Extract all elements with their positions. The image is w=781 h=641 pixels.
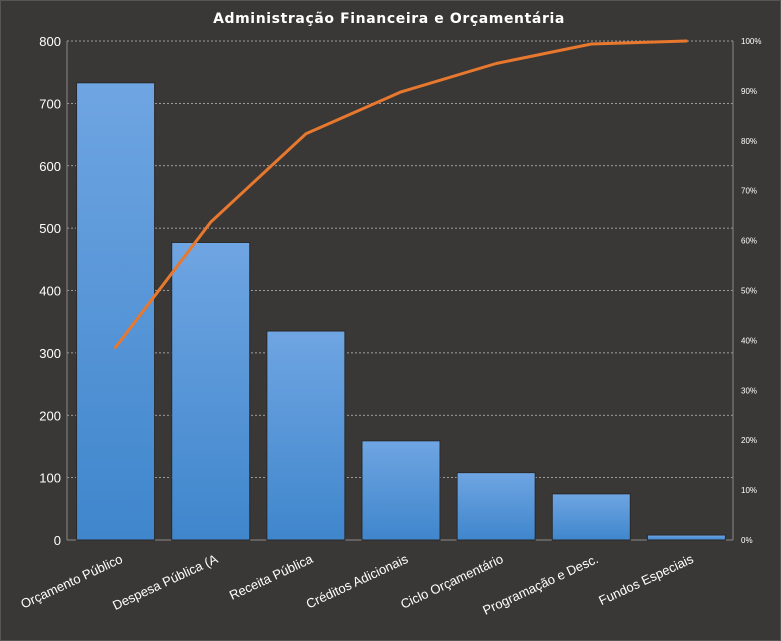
y2-tick-label: 90% xyxy=(741,87,757,96)
y2-tick-label: 100% xyxy=(741,37,761,46)
y-tick-label: 200 xyxy=(39,408,61,423)
chart-title: Administração Financeira e Orçamentária xyxy=(213,11,565,27)
category-label: Orçamento Público xyxy=(18,551,125,611)
bar xyxy=(361,440,441,541)
y2-tick-label: 10% xyxy=(741,486,757,495)
y-tick-label: 600 xyxy=(39,159,61,174)
y-tick-label: 500 xyxy=(39,221,61,236)
y2-tick-label: 30% xyxy=(741,386,757,395)
y-tick-label: 300 xyxy=(39,346,61,361)
y-tick-label: 400 xyxy=(39,284,61,299)
cumulative-line xyxy=(114,39,688,349)
bars xyxy=(76,82,726,541)
bar xyxy=(266,330,346,541)
y2-tick-label: 20% xyxy=(741,436,757,445)
y2-tick-label: 80% xyxy=(741,137,757,146)
bar xyxy=(551,493,631,541)
y2-tick-label: 50% xyxy=(741,287,757,296)
right-axis-ticks: 0% 10% 20% 30% 40% 50% 60% 70% 80% 90% 100% xyxy=(741,37,761,545)
category-label: Fundos Especiais xyxy=(596,551,696,608)
y2-tick-label: 60% xyxy=(741,237,757,246)
bar xyxy=(456,472,536,541)
left-axis-ticks: 0 100 200 300 400 500 600 700 800 xyxy=(39,34,61,548)
y-tick-label: 100 xyxy=(39,471,61,486)
y-tick-label: 700 xyxy=(39,96,61,111)
bar xyxy=(646,534,726,541)
y-tick-label: 800 xyxy=(39,34,61,49)
category-label: Créditos Adicionais xyxy=(304,551,411,612)
y2-tick-label: 0% xyxy=(741,536,753,545)
y2-tick-label: 40% xyxy=(741,336,757,345)
category-label: Receita Pública xyxy=(227,551,316,603)
category-label: Despesa Pública (A xyxy=(110,551,220,613)
y2-tick-label: 70% xyxy=(741,187,757,196)
bar xyxy=(171,241,251,541)
y-tick-label: 0 xyxy=(54,533,61,548)
